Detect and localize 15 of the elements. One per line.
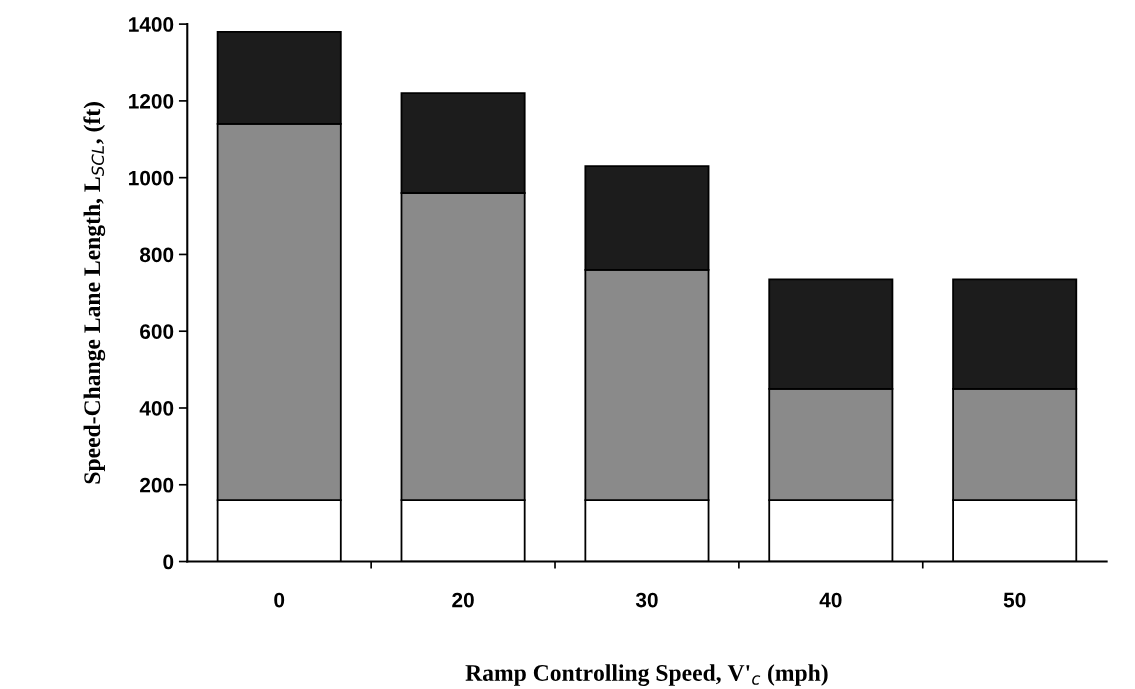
y-tick-label: 800 [139,247,174,263]
y-tick-label: 400 [139,400,174,416]
y-tick-label: 1000 [129,170,174,186]
x-tick-label: 40 [819,592,842,608]
x-tick-label: 20 [452,592,474,608]
y-tick-label: 200 [140,477,174,493]
y-axis-title: Speed-Change Lane Length, L$_{SCL}$, (ft) [83,102,106,484]
x-axis-title: Ramp Controlling Speed, V'$_{c}$ (mph) [465,664,828,686]
y-tick-label: 1400 [129,17,174,32]
x-tick-label: 30 [635,592,658,608]
y-tick-label: 0 [163,554,174,570]
x-tick-label: 50 [1003,592,1026,608]
x-tick-label: 0 [274,592,285,608]
y-tick-label: 600 [140,324,174,339]
y-tick-label: 1200 [129,93,174,109]
